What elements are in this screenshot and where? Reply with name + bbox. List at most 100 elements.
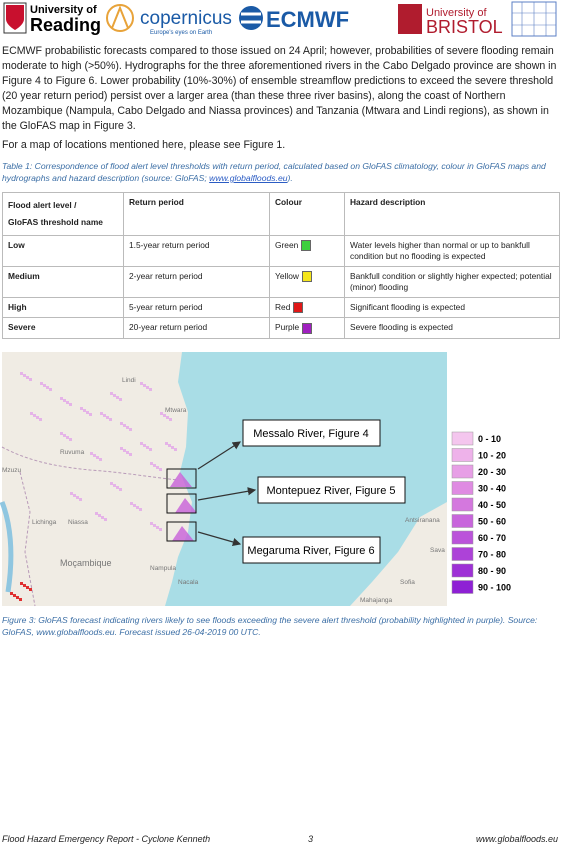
legend-label: 70 - 80 [478, 550, 506, 560]
river-pixel [116, 396, 119, 399]
lake [0, 501, 14, 593]
river-pixel [106, 416, 109, 419]
legend-swatch [451, 464, 474, 479]
river-pixel [26, 586, 29, 589]
logo-text: BRISTOL [426, 17, 503, 37]
river-pixel [140, 442, 143, 445]
table-row: Low 1.5-year return period Green Water leve… [2, 235, 560, 267]
table-row: Severe 20-year return period Purple Severe … [2, 317, 560, 339]
river-pixel [46, 386, 49, 389]
paragraph: ECMWF probabilistic forecasts compared t… [2, 45, 557, 132]
river-pixel [89, 413, 92, 416]
caption-text: ). [287, 173, 293, 183]
river-pixel [150, 462, 153, 465]
river-pixel [160, 412, 163, 415]
colour-cell: Red [269, 296, 345, 319]
river-pixel [119, 398, 122, 401]
table-cell: Significant flooding is expected [344, 296, 560, 319]
basin-box [166, 493, 197, 514]
river-pixel [159, 528, 162, 531]
place-label: Niassa [68, 519, 88, 526]
river-pixel [69, 438, 72, 441]
river-pixel [100, 412, 103, 415]
river-pixel [83, 409, 86, 412]
river-pixel [171, 446, 174, 449]
colour-swatch [301, 240, 312, 252]
river-pixel [165, 442, 168, 445]
river-pixel [60, 432, 63, 435]
logo-text: Europe's eyes on Earth [150, 30, 212, 36]
river-pixel [143, 444, 146, 447]
mainland [2, 352, 192, 606]
river-pixel [10, 592, 13, 595]
river-pixel [80, 407, 83, 410]
colour-name: Yellow [275, 271, 299, 281]
colour-swatch [302, 322, 313, 334]
colour-cell: Green [269, 235, 345, 267]
place-label: Sava [430, 547, 445, 554]
river-pixel [153, 464, 156, 467]
legend-label: 80 - 90 [478, 566, 506, 576]
river-pixel [39, 418, 42, 421]
river-pixel [113, 394, 116, 397]
logo-text: copernicus [140, 8, 232, 29]
legend-label: 20 - 30 [478, 467, 506, 477]
river-pixel [26, 376, 29, 379]
callout-label: Montepuez River, Figure 5 [266, 485, 395, 497]
place-label: Mzuzu [2, 467, 22, 474]
legend-swatch [451, 563, 474, 578]
river-pixel [109, 418, 112, 421]
colour-name: Green [275, 240, 299, 250]
river-pixel [23, 584, 26, 587]
river-pixel [19, 598, 22, 601]
river-pixel [43, 384, 46, 387]
place-label: Nacala [178, 579, 199, 586]
river-pixel [49, 388, 52, 391]
logo-icon [111, 5, 129, 29]
legend-swatch [451, 580, 474, 594]
legend-swatch [451, 514, 474, 528]
table-header: Flood alert level / GloFAS threshold name… [2, 192, 560, 236]
table-cell: 20-year return period [123, 317, 270, 339]
caption-link[interactable]: www.globalfloods.eu [209, 173, 288, 183]
river-pixel [146, 386, 149, 389]
river-pixel [66, 401, 69, 404]
table-cell: 5-year return period [123, 296, 270, 319]
place-label: Sofia [400, 579, 415, 586]
river-pixel [126, 451, 129, 454]
river-pixels [10, 372, 197, 601]
legend-label: 50 - 60 [478, 517, 506, 527]
legend-swatch [451, 547, 474, 561]
river-pixel [156, 526, 159, 529]
river-pixel [33, 414, 36, 417]
river-pixel [70, 492, 73, 495]
river-pixel [101, 516, 104, 519]
callout-label: Megaruma River, Figure 6 [247, 545, 374, 557]
river-pixel [159, 468, 162, 471]
river-pixel [129, 428, 132, 431]
reading-shield [6, 5, 24, 30]
arrow [197, 531, 242, 547]
flood-pixels [170, 472, 192, 487]
river-pixel [73, 494, 76, 497]
river-pixel [36, 416, 39, 419]
river-pixel [150, 522, 153, 525]
header-cell: Colour [269, 192, 345, 236]
river-pixel [123, 449, 126, 452]
place-label: Moçambique [60, 558, 112, 568]
level-cell: Severe [2, 317, 124, 339]
legend: 0 - 10 10 - 20 20 - 30 30 - 40 40 - 50 50 - 6… [451, 431, 511, 594]
logo-text: University of [426, 7, 487, 19]
place-labels: Lindi Ruvuma Mtwara Mzuzu Niassa Lichinga Moça… [2, 377, 445, 604]
legend-label: 90 - 100 [478, 583, 511, 593]
legend-label: 40 - 50 [478, 500, 506, 510]
river-pixel [149, 448, 152, 451]
table-row: High 5-year return period Red Significant f… [2, 296, 560, 319]
river-pixel [23, 374, 26, 377]
river-pixel [79, 498, 82, 501]
river-pixel [163, 414, 166, 417]
river-pixel [153, 524, 156, 527]
header-cell: Hazard description [344, 192, 560, 236]
river-pixel [40, 382, 43, 385]
river-pixel [16, 596, 19, 599]
